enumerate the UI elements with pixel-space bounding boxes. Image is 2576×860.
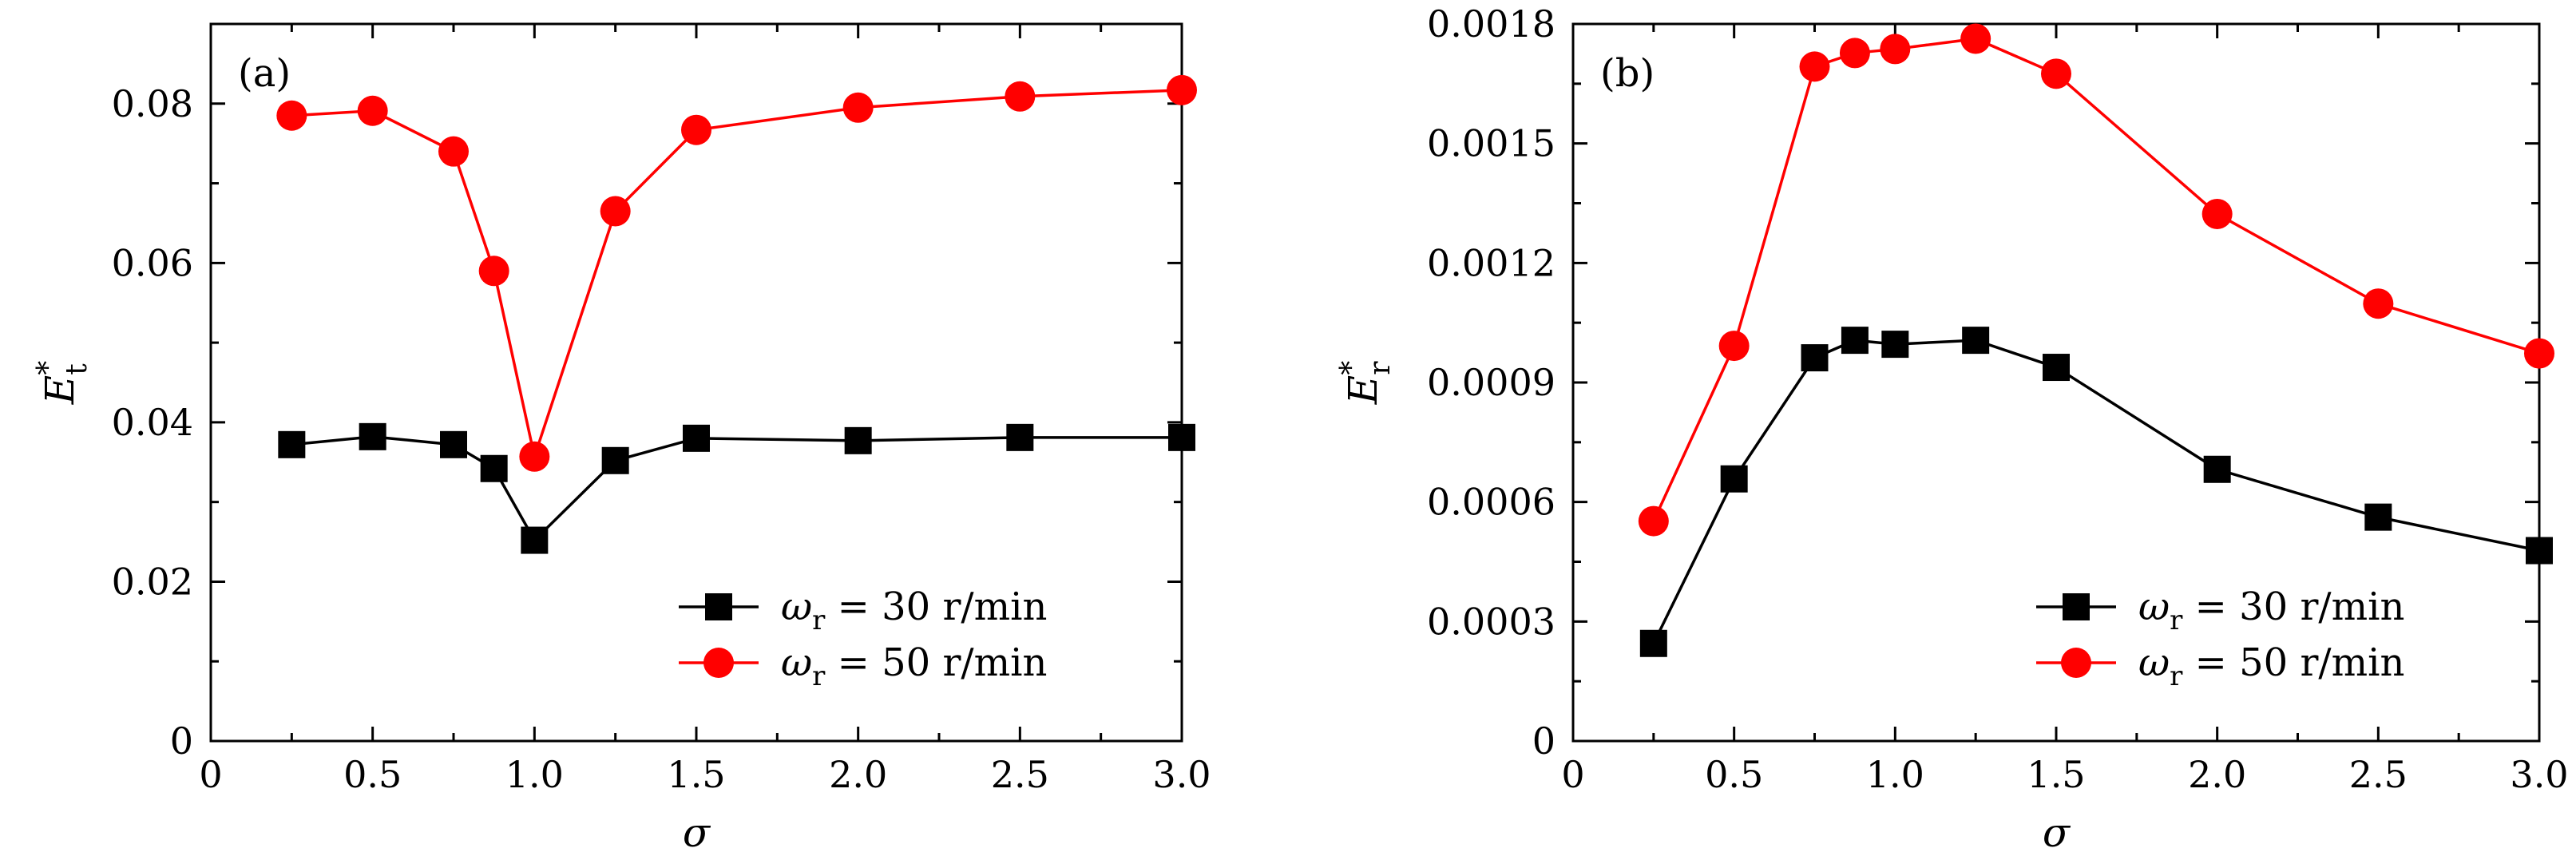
series-line	[1652, 339, 2540, 644]
legend-marker-square	[705, 593, 732, 620]
series-line	[1652, 37, 2540, 522]
data-point-square	[359, 422, 386, 450]
series-omega-50	[276, 74, 1197, 472]
x-tick-label: 1.0	[505, 753, 564, 796]
y-tick-label: 0.0009	[1427, 361, 1556, 404]
data-point-square	[601, 446, 629, 474]
data-point-square	[1168, 423, 1195, 451]
data-point-circle	[478, 256, 509, 287]
data-point-square	[440, 430, 467, 458]
panel-label: (a)	[238, 51, 291, 96]
x-tick-label: 0	[1561, 753, 1584, 796]
data-point-square	[1801, 344, 1829, 372]
x-tick-label: 1.5	[2027, 753, 2085, 796]
y-tick-label: 0	[1532, 719, 1556, 763]
y-tick-label: 0.08	[112, 82, 193, 125]
data-point-circle	[600, 196, 631, 227]
data-point-circle	[1638, 505, 1669, 537]
data-point-circle	[842, 92, 874, 123]
y-tick-label: 0.04	[112, 401, 193, 444]
data-point-square	[1720, 465, 1748, 493]
series-omega-30	[1639, 327, 2553, 657]
x-tick-label: 2.5	[991, 753, 1049, 796]
legend-label: ωr = 50 r/min	[2138, 640, 2404, 692]
series-line	[291, 435, 1182, 543]
data-point-circle	[276, 100, 307, 131]
y-tick-label: 0	[170, 719, 193, 763]
data-point-circle	[1167, 74, 1197, 105]
data-point-square	[1006, 423, 1034, 451]
series-line	[291, 89, 1183, 462]
y-tick-label: 0.0006	[1427, 481, 1556, 524]
x-tick-label: 0	[199, 753, 222, 796]
data-point-square	[844, 426, 872, 454]
x-tick-label: 2.0	[829, 753, 887, 796]
legend-label: ωr = 50 r/min	[781, 640, 1047, 692]
x-tick-label: 3.0	[1152, 753, 1211, 796]
legend-label: ωr = 30 r/min	[2138, 585, 2404, 636]
y-tick-label: 0.0012	[1427, 241, 1556, 284]
x-axis-label: σ	[2043, 810, 2071, 856]
y-tick-label: 0.0003	[1427, 600, 1556, 643]
data-point-square	[1639, 629, 1667, 657]
data-point-square	[1881, 331, 1909, 359]
data-point-circle	[438, 136, 469, 167]
x-tick-label: 2.0	[2188, 753, 2246, 796]
y-axis-label: E*t	[32, 361, 93, 406]
data-point-circle	[1005, 81, 1036, 112]
y-tick-label: 0.02	[112, 560, 193, 603]
data-point-circle	[2524, 338, 2554, 369]
data-point-square	[683, 424, 710, 452]
data-point-circle	[2201, 198, 2233, 229]
data-point-circle	[1718, 331, 1750, 362]
y-axis-label: E*r	[1335, 361, 1397, 406]
data-point-circle	[1839, 38, 1870, 69]
x-tick-label: 1.0	[1866, 753, 1924, 796]
data-point-square	[2364, 503, 2392, 531]
data-point-circle	[519, 441, 550, 472]
x-tick-label: 2.5	[2349, 753, 2408, 796]
x-tick-label: 0.5	[1705, 753, 1763, 796]
data-point-square	[278, 430, 306, 458]
x-tick-label: 1.5	[667, 753, 725, 796]
data-point-circle	[357, 95, 388, 126]
legend-marker-circle	[703, 648, 734, 678]
panel-label: (b)	[1600, 51, 1655, 96]
data-point-square	[2526, 537, 2553, 565]
data-point-square	[2043, 354, 2070, 382]
panel-b: 0 0.5 1.0 1.5 2.0 2.5 3.0 0 0.0003 0.0006 0.0009 0.…	[1335, 2, 2569, 856]
y-tick-label: 0.0018	[1427, 2, 1556, 46]
data-point-circle	[1799, 51, 1830, 82]
data-point-circle	[1960, 23, 1991, 54]
data-point-square	[1841, 327, 1869, 355]
data-point-circle	[2041, 58, 2071, 89]
data-point-circle	[681, 114, 711, 145]
data-point-square	[2203, 455, 2231, 483]
legend-label: ωr = 30 r/min	[781, 585, 1047, 636]
data-point-circle	[2363, 288, 2394, 319]
y-tick-label: 0.06	[112, 241, 193, 284]
legend-marker-square	[2063, 593, 2090, 620]
data-point-circle	[1880, 34, 1911, 65]
data-point-square	[1962, 327, 1990, 355]
x-axis-label: σ	[683, 810, 711, 856]
data-point-square	[480, 454, 508, 482]
x-tick-label: 0.5	[343, 753, 402, 796]
data-point-square	[521, 526, 549, 554]
series-omega-50	[1638, 23, 2554, 537]
panel-a: 0 0.5 1.0 1.5 2.0 2.5 3.0 0 0.02 0.04 0.06 0.08 σ E*t…	[32, 22, 1211, 856]
y-tick-label: 0.0015	[1427, 122, 1556, 165]
series-omega-30	[278, 422, 1195, 554]
legend-marker-circle	[2061, 648, 2091, 678]
x-tick-label: 3.0	[2510, 753, 2568, 796]
